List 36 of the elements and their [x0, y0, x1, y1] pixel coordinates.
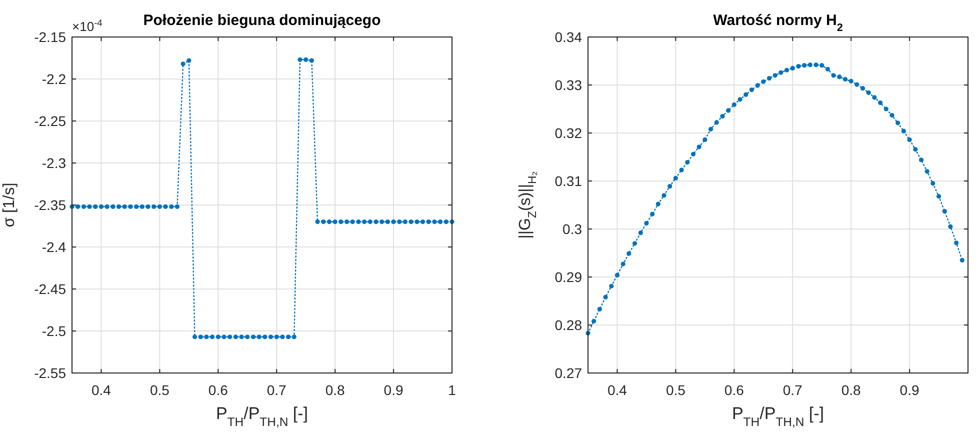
x-tick-label: 0.9	[900, 382, 920, 398]
x-tick-label: 0.5	[666, 382, 686, 398]
y-tick-label: 0.32	[554, 124, 582, 141]
y-axis-title: σ [1/s]	[1, 182, 18, 228]
y-tick-label: 0.34	[554, 28, 582, 45]
y-tick-label: 0.28	[554, 316, 582, 333]
x-tick-label: 0.8	[841, 382, 862, 398]
y-tick-label: -2.4	[42, 238, 66, 255]
y-tick-label: -2.55	[34, 364, 66, 381]
x-axis-title: P$_{TH}$/P$_{TH,N}$ [-]	[732, 404, 824, 429]
y-tick-label: -2.25	[34, 112, 66, 129]
x-tick-label: 0.5	[150, 382, 170, 398]
y-tick-label: 0.33	[554, 76, 582, 93]
y-tick-label: 0.3	[562, 220, 582, 237]
x-tick-label: 0.6	[208, 382, 228, 398]
x-tick-label: 0.6	[724, 382, 744, 398]
y-tick-label: 0.27	[554, 364, 582, 381]
y-tick-label: -2.15	[34, 28, 66, 45]
x-tick-label: 0.8	[325, 382, 346, 398]
y-tick-label: -2.45	[34, 280, 66, 297]
x-tick-label: 0.7	[266, 382, 287, 398]
x-tick-label: 1	[448, 382, 456, 398]
y-tick-label: -2.5	[42, 322, 66, 339]
y-tick-label: 0.31	[554, 172, 582, 189]
x-tick-label: 0.4	[91, 382, 112, 398]
chart-title: Wartość normy H$_{2}$	[713, 12, 843, 34]
y-tick-label: -2.2	[42, 70, 66, 87]
text: ×10$^{-4}$	[72, 18, 102, 34]
y-tick-label: 0.29	[554, 268, 582, 285]
chart-title: Położenie bieguna dominującego	[143, 12, 381, 29]
y-tick-label: -2.35	[34, 196, 66, 213]
x-tick-label: 0.9	[384, 382, 404, 398]
x-axis-title: P$_{TH}$/P$_{TH,N}$ [-]	[216, 404, 308, 429]
x-tick-label: 0.4	[607, 382, 628, 398]
x-tick-label: 0.7	[782, 382, 803, 398]
y-tick-label: -2.3	[42, 154, 66, 171]
